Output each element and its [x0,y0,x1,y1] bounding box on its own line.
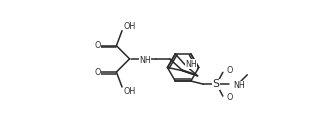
Text: NH: NH [185,60,197,69]
Text: O: O [95,68,101,77]
Text: S: S [213,79,219,89]
Text: NH: NH [233,81,245,90]
Text: OH: OH [124,87,136,96]
Text: NH: NH [139,56,151,65]
Text: O: O [95,41,101,50]
Text: O: O [227,93,233,102]
Text: OH: OH [124,22,136,31]
Text: O: O [227,66,233,75]
